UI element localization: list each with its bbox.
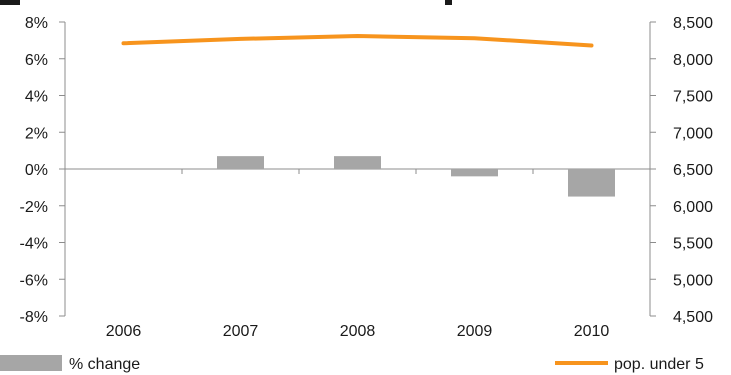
- legend-swatch-percent-change: [0, 355, 62, 371]
- series-line: [121, 34, 594, 48]
- left-axis-tick-label: 6%: [25, 52, 48, 69]
- left-axis-tick-label: -4%: [20, 236, 48, 253]
- left-axis-tick-label: 4%: [25, 89, 48, 106]
- right-axis-tick-label: 7,500: [673, 89, 713, 106]
- bar: [451, 169, 498, 177]
- chart-title-fragment: [0, 0, 20, 5]
- legend-label-pop-under-5: pop. under 5: [614, 356, 704, 373]
- tick-labels: 8% 6% 4% 2% 0% -2% -4% -6% -8% 8,500 8,000 7,500 7,0…: [20, 15, 714, 340]
- right-axis-tick-label: 5,500: [673, 236, 713, 253]
- left-axis-tick-label: 2%: [25, 125, 48, 142]
- x-axis-tick-label: 2008: [340, 323, 376, 340]
- right-axis-tick-label: 8,000: [673, 52, 713, 69]
- right-axis-tick-label: 4,500: [673, 309, 713, 326]
- left-axis-tick-label: 8%: [25, 15, 48, 32]
- right-axis-tick-label: 8,500: [673, 15, 713, 32]
- right-axis-tick-label: 5,000: [673, 272, 713, 289]
- left-axis-tick-label: 0%: [25, 162, 48, 179]
- right-axis-tick-label: 6,500: [673, 162, 713, 179]
- left-axis-tick-label: -6%: [20, 272, 48, 289]
- right-axis-tick-label: 6,000: [673, 199, 713, 216]
- bar-series: [217, 156, 615, 197]
- legend-label-percent-change: % change: [69, 356, 140, 373]
- right-axis-tick-label: 7,000: [673, 125, 713, 142]
- left-axis-tick-label: -8%: [20, 309, 48, 326]
- chart-title-fragment: [445, 0, 452, 5]
- left-axis-tick-label: -2%: [20, 199, 48, 216]
- bar: [568, 169, 615, 197]
- legend: % change pop. under 5: [0, 355, 704, 373]
- x-axis-tick-label: 2010: [574, 323, 610, 340]
- line-series: [121, 34, 594, 48]
- chart-title-cropped: [0, 0, 452, 5]
- x-axis-tick-label: 2009: [457, 323, 493, 340]
- bar: [334, 156, 381, 169]
- x-axis-tick-label: 2006: [106, 323, 142, 340]
- bar: [217, 156, 264, 169]
- x-axis-tick-label: 2007: [223, 323, 259, 340]
